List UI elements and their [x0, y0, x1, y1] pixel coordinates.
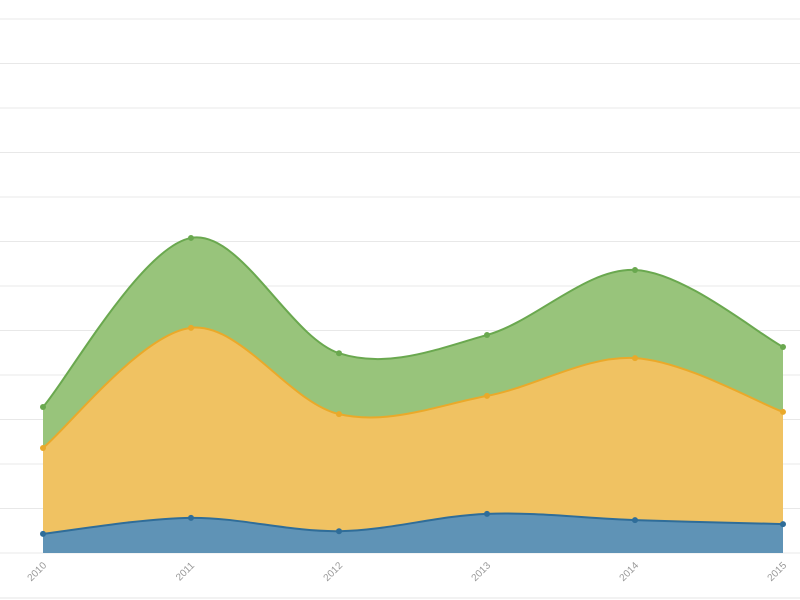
- point: [40, 530, 46, 537]
- point: [484, 392, 490, 399]
- point: [40, 444, 46, 451]
- point: [484, 510, 490, 517]
- point: [632, 355, 638, 362]
- point: [484, 331, 490, 338]
- point: [780, 521, 786, 528]
- area: [43, 513, 783, 553]
- x-tick-label: 2015: [766, 560, 790, 584]
- area: [43, 327, 783, 534]
- series-line: [42, 512, 784, 535]
- x-tick-label: 2014: [618, 560, 642, 584]
- series-line: [42, 236, 784, 408]
- point: [780, 408, 786, 415]
- area: [43, 237, 783, 448]
- point: [188, 234, 194, 241]
- point: [188, 514, 194, 521]
- point: [632, 266, 638, 273]
- x-tick-label: 2012: [322, 560, 346, 584]
- point: [336, 528, 342, 535]
- x-tick-label: 2010: [26, 560, 50, 584]
- point: [188, 324, 194, 331]
- x-tick-label: 2013: [470, 560, 494, 584]
- point: [632, 517, 638, 524]
- point: [40, 404, 46, 411]
- series-line: [42, 326, 784, 449]
- x-tick-label: 2011: [174, 560, 197, 583]
- point: [336, 411, 342, 418]
- point: [780, 343, 786, 350]
- point: [336, 350, 342, 357]
